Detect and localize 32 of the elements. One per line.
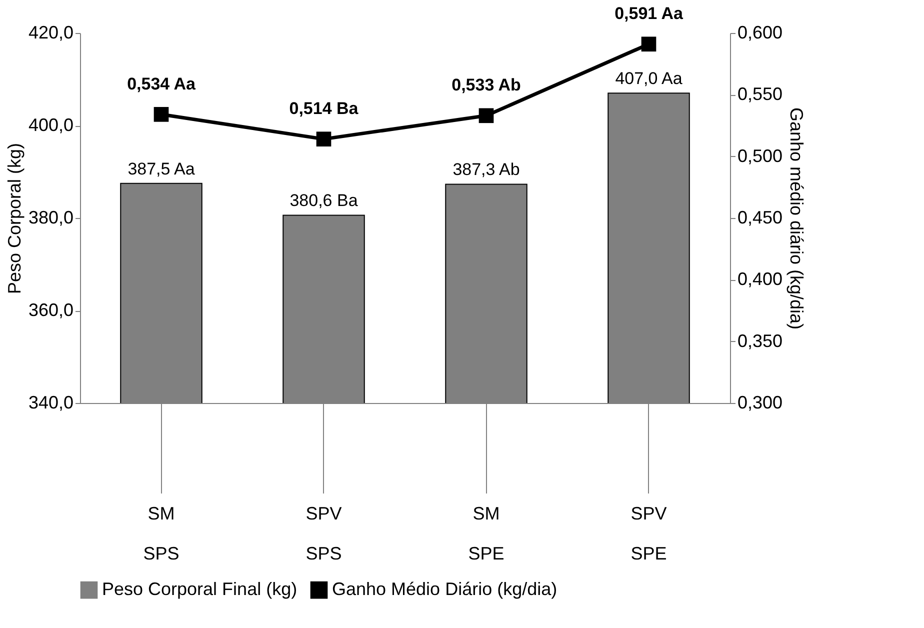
x-tick-label: SPV SPS (306, 504, 342, 564)
legend-label: Peso Corporal Final (kg) (102, 579, 298, 600)
data-label: 380,6 Ba (290, 191, 358, 210)
y2-tick-label: 0,500 (738, 146, 783, 166)
y-axis-title: Peso Corporal (kg) (4, 142, 24, 294)
x-tick-label: SM SPE (468, 504, 504, 564)
y2-axis-title: Ganho médio diário (kg/dia) (786, 107, 807, 330)
y2-tick-label: 0,450 (738, 208, 783, 228)
point (316, 132, 332, 146)
x-tick-label: SM SPS (143, 504, 180, 564)
data-label: 0,534 Aa (127, 74, 196, 94)
point (478, 108, 494, 124)
y2-tick-label: 0,350 (738, 330, 783, 351)
y-tick-label: 400,0 (28, 115, 74, 135)
data-label: 0,533 Ab (452, 76, 521, 95)
y2-tick-label: 0,600 (738, 22, 783, 42)
y2-tick-label: 0,400 (738, 269, 783, 290)
y-tick-label: 380,0 (28, 208, 74, 228)
y-tick-label: 360,0 (28, 300, 74, 320)
y2-tick-label: 0,550 (738, 84, 783, 104)
point (641, 36, 656, 52)
y-tick-label: 420,0 (28, 22, 74, 42)
y2-tick-label: 0,300 (738, 392, 783, 412)
legend-label: Ganho Médio Diário (kg/dia) (332, 579, 558, 600)
y-tick-label: 340,0 (28, 392, 74, 412)
data-label: 407,0 Aa (615, 69, 683, 88)
data-label: 0,591 Aa (614, 4, 684, 24)
point (154, 106, 169, 122)
data-label: 0,514 Ba (289, 99, 359, 118)
data-label: 387,3 Ab (452, 160, 520, 180)
x-tick-label: SPV SPE (630, 504, 667, 564)
data-label: 387,5 Aa (128, 159, 196, 178)
